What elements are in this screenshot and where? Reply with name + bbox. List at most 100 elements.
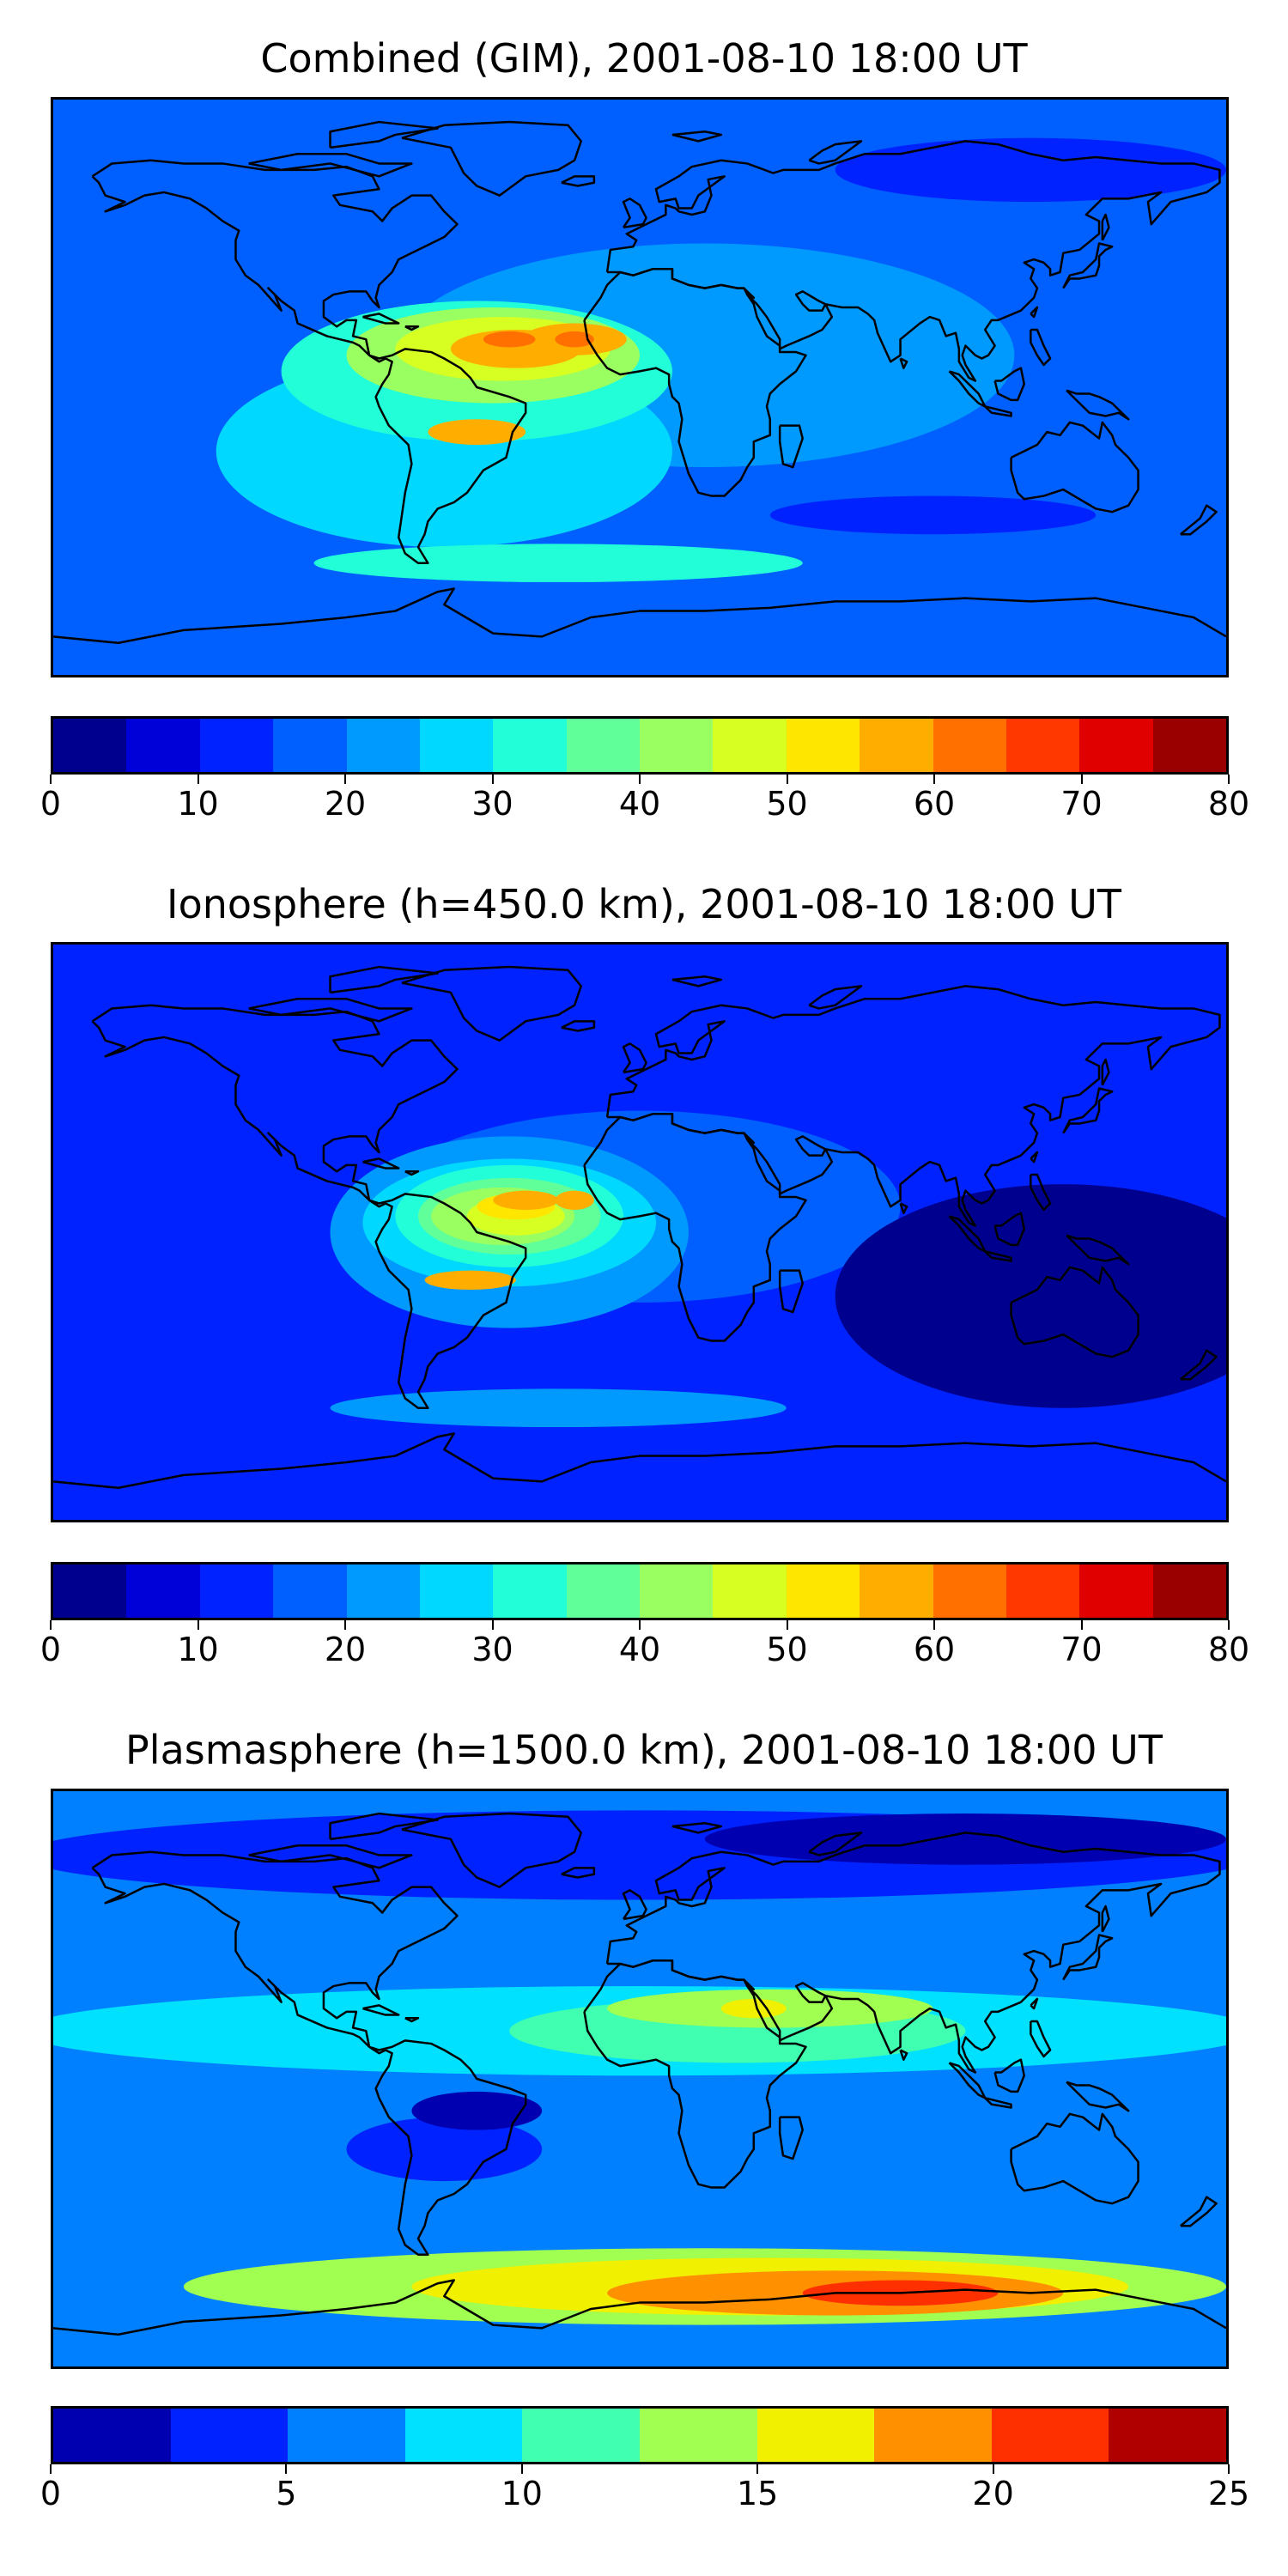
- coastline: [249, 1845, 412, 1868]
- contour-region: [555, 1190, 594, 1210]
- coastline: [985, 406, 1011, 416]
- coastline: [249, 154, 412, 176]
- panel-title-ionosphere: Ionosphere (h=450.0 km), 2001-08-10 18:0…: [167, 881, 1121, 927]
- coastline: [331, 122, 438, 148]
- coastline: [249, 999, 412, 1021]
- colorbar-tick: [1228, 2464, 1230, 2474]
- colorbar-tick: [1228, 1620, 1230, 1630]
- coastline: [362, 2005, 398, 2014]
- colorbar-tick: [491, 1620, 494, 1630]
- coastline: [1063, 1089, 1112, 1133]
- contour-region: [704, 1814, 1226, 1865]
- colorbar-tick: [285, 2464, 288, 2474]
- colorbar-segment: [273, 1564, 347, 1618]
- colorbar-tick-label: 10: [177, 785, 219, 823]
- coastline: [1181, 2197, 1217, 2227]
- colorbar-segment: [346, 719, 420, 772]
- colorbar-segment: [273, 719, 347, 772]
- coastline: [331, 967, 438, 993]
- colorbar-tick: [50, 775, 52, 784]
- colorbar-tick: [933, 1620, 935, 1630]
- colorbar-segment: [346, 1564, 420, 1618]
- coastline: [562, 1868, 594, 1877]
- colorbar-tick-label: 20: [324, 785, 367, 823]
- contour-region: [330, 1388, 787, 1428]
- coastline: [1030, 2021, 1050, 2057]
- coastline: [1030, 1152, 1037, 1162]
- colorbar-tick-label: 20: [972, 2475, 1014, 2512]
- coastline: [402, 1814, 581, 1887]
- coastline: [53, 589, 1226, 643]
- coastline: [1012, 1267, 1139, 1357]
- colorbar-tick-label: 15: [737, 2475, 779, 2512]
- coastline: [331, 1814, 438, 1839]
- colorbar-segment: [419, 719, 494, 772]
- coastline: [607, 141, 1219, 380]
- coastlines: [53, 1814, 1226, 2335]
- coastline: [1030, 307, 1037, 317]
- panel-title-combined: Combined (GIM), 2001-08-10 18:00 UT: [260, 35, 1028, 82]
- contour-region: [769, 495, 1097, 535]
- colorbar-segment: [991, 2409, 1109, 2462]
- colorbar-segment: [170, 2409, 289, 2462]
- map-svg-combined: [53, 100, 1226, 675]
- map-svg-plasmasphere: [53, 1791, 1226, 2366]
- colorbar-segment: [874, 2409, 992, 2462]
- colorbar-tick-label: 70: [1060, 1631, 1103, 1668]
- colorbar-tick: [1080, 1620, 1083, 1630]
- colorbar-tick: [520, 2464, 523, 2474]
- coastline: [93, 161, 526, 563]
- coastline: [623, 1043, 647, 1072]
- coastline: [985, 1251, 1011, 1261]
- coastline: [1181, 1351, 1217, 1380]
- colorbar-segment: [756, 2409, 875, 2462]
- coastline: [1030, 1999, 1037, 2008]
- colorbar-tick-label: 60: [913, 1631, 956, 1668]
- colorbar-segment: [1109, 2409, 1226, 2462]
- colorbar-segment: [639, 2409, 757, 2462]
- coastline: [949, 371, 985, 406]
- coastline: [1103, 215, 1109, 240]
- contour-field: [330, 1110, 1226, 1428]
- coastline: [607, 986, 1219, 1225]
- contour-region: [835, 137, 1226, 203]
- colorbar-segment: [404, 2409, 523, 2462]
- colorbar-tick-label: 40: [618, 1631, 661, 1668]
- colorbar-segment: [126, 719, 200, 772]
- panel-title-plasmasphere: Plasmasphere (h=1500.0 km), 2001-08-10 1…: [125, 1727, 1163, 1773]
- colorbar-tick-label: 25: [1207, 2475, 1250, 2512]
- coastline: [53, 2281, 1226, 2335]
- map-plasmasphere: [51, 1789, 1229, 2369]
- coastline: [53, 1434, 1226, 1488]
- colorbar-segment: [640, 1564, 714, 1618]
- coastline: [672, 1823, 721, 1832]
- coastline: [623, 1890, 647, 1919]
- coastline: [405, 2018, 418, 2021]
- coastline: [623, 198, 647, 228]
- coastline: [780, 426, 803, 467]
- colorbar-tick: [756, 2464, 759, 2474]
- coastline: [1066, 1236, 1128, 1265]
- colorbar-tick-label: 50: [766, 785, 808, 823]
- colorbar-segment: [199, 719, 274, 772]
- coastline: [562, 176, 594, 185]
- colorbar-tick-label: 0: [39, 785, 62, 823]
- map-ionosphere: [51, 942, 1229, 1522]
- map-svg-ionosphere: [53, 945, 1226, 1520]
- colorbar-tick-label: 30: [471, 785, 513, 823]
- coastline: [405, 1171, 418, 1175]
- coastline: [1103, 1060, 1109, 1085]
- coastline: [780, 1271, 803, 1312]
- colorbar-segment: [1079, 719, 1153, 772]
- colorbar-tick-label: 10: [177, 1631, 219, 1668]
- coastline: [584, 1960, 805, 2187]
- coastline: [1012, 422, 1139, 512]
- coastline: [901, 1204, 908, 1213]
- colorbar-tick: [639, 1620, 641, 1630]
- coastlines: [53, 122, 1226, 643]
- coastline: [1063, 244, 1112, 289]
- contour-region: [493, 1190, 559, 1210]
- colorbar-tick: [344, 1620, 346, 1630]
- coastline: [562, 1021, 594, 1030]
- colorbar-segment: [786, 719, 860, 772]
